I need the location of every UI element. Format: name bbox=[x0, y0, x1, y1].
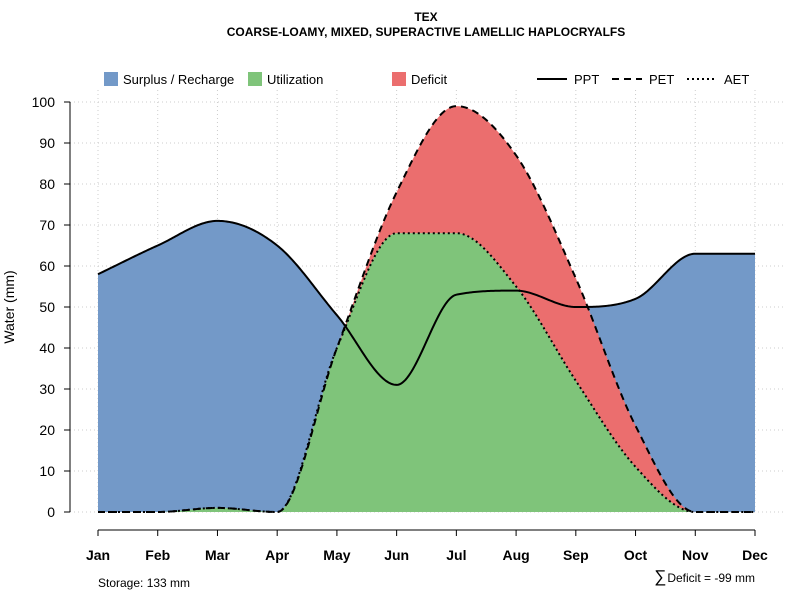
chart-subtitle: COARSE-LOAMY, MIXED, SUPERACTIVE LAMELLI… bbox=[227, 25, 625, 39]
x-tick-label-apr: Apr bbox=[265, 547, 290, 563]
area-deficit bbox=[98, 106, 755, 512]
y-tick-label-0: 0 bbox=[47, 504, 55, 520]
legend-label-deficit: Deficit bbox=[411, 72, 448, 87]
legend-label-utilization: Utilization bbox=[267, 72, 323, 87]
series-lines bbox=[97, 105, 755, 514]
deficit-value: Deficit = -99 mm bbox=[667, 571, 755, 585]
x-tick-label-aug: Aug bbox=[502, 547, 529, 563]
y-tick-label-80: 80 bbox=[39, 176, 55, 192]
x-tick-label-jun: Jun bbox=[384, 547, 409, 563]
line-ppt bbox=[97, 219, 755, 386]
sigma-symbol: ∑ bbox=[654, 567, 666, 586]
y-tick-label-50: 50 bbox=[39, 299, 55, 315]
area-utilization bbox=[98, 233, 755, 512]
y-axis-title: Water (mm) bbox=[1, 270, 17, 343]
line-pet bbox=[98, 105, 755, 514]
storage-note: Storage: 133 mm bbox=[98, 576, 190, 590]
axes: 0 10 20 30 40 50 60 70 80 90 100 Jan Feb Mar Apr May Jun… bbox=[32, 94, 768, 563]
y-tick-label-40: 40 bbox=[39, 340, 55, 356]
x-tick-label-dec: Dec bbox=[742, 547, 768, 563]
x-tick-label-nov: Nov bbox=[682, 547, 709, 563]
legend-label-pet: PET bbox=[649, 72, 674, 87]
y-tick-label-100: 100 bbox=[32, 94, 56, 110]
x-tick-label-feb: Feb bbox=[145, 547, 170, 563]
legend-label-ppt: PPT bbox=[574, 72, 599, 87]
legend: Surplus / Recharge Utilization Deficit P… bbox=[104, 72, 749, 87]
y-tick-label-10: 10 bbox=[39, 463, 55, 479]
y-tick-label-20: 20 bbox=[39, 422, 55, 438]
area-fills bbox=[98, 106, 755, 512]
x-tick-label-oct: Oct bbox=[624, 547, 648, 563]
x-tick-label-jan: Jan bbox=[86, 547, 110, 563]
y-tick-label-30: 30 bbox=[39, 381, 55, 397]
legend-swatch-deficit bbox=[392, 72, 406, 86]
y-tick-label-70: 70 bbox=[39, 217, 55, 233]
x-tick-label-jul: Jul bbox=[446, 547, 466, 563]
y-tick-label-90: 90 bbox=[39, 135, 55, 151]
chart-title: TEX bbox=[414, 10, 437, 24]
deficit-note: ∑Deficit = -99 mm bbox=[654, 567, 755, 586]
x-tick-label-may: May bbox=[323, 547, 350, 563]
legend-label-aet: AET bbox=[724, 72, 749, 87]
legend-swatch-utilization bbox=[248, 72, 262, 86]
legend-swatch-surplus bbox=[104, 72, 118, 86]
area-surplus-recharge bbox=[98, 220, 755, 512]
y-tick-label-60: 60 bbox=[39, 258, 55, 274]
x-tick-label-mar: Mar bbox=[205, 547, 230, 563]
x-tick-label-sep: Sep bbox=[563, 547, 589, 563]
legend-label-surplus: Surplus / Recharge bbox=[123, 72, 234, 87]
